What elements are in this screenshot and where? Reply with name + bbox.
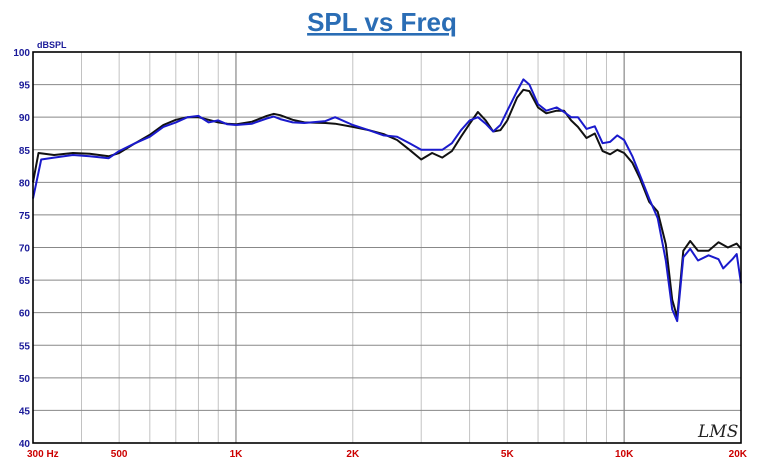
y-tick-label: 55 bbox=[19, 341, 31, 352]
y-tick-label: 40 bbox=[19, 439, 31, 450]
x-tick-label: 2K bbox=[346, 449, 360, 460]
x-tick-label: 20K bbox=[729, 449, 748, 460]
y-axis-label: dBSPL bbox=[37, 40, 67, 50]
y-tick-label: 70 bbox=[19, 244, 31, 255]
y-tick-label: 95 bbox=[19, 81, 31, 92]
y-tick-label: 75 bbox=[19, 211, 31, 222]
plot-grid bbox=[32, 51, 742, 444]
chart-title: SPL vs Freq bbox=[307, 7, 457, 37]
y-tick-label: 60 bbox=[19, 309, 31, 320]
x-tick-label: 5K bbox=[501, 449, 515, 460]
x-tick-labels: 300 Hz 500 1K 2K 5K 10K 20K bbox=[27, 449, 748, 460]
series-line-2 bbox=[32, 78, 742, 323]
y-tick-label: 45 bbox=[19, 406, 31, 417]
y-tick-label: 85 bbox=[19, 146, 31, 157]
y-tick-label: 90 bbox=[19, 113, 31, 124]
series-lines bbox=[32, 78, 742, 323]
x-tick-label: 300 Hz bbox=[27, 449, 59, 460]
y-tick-label: 50 bbox=[19, 374, 31, 385]
x-tick-label: 10K bbox=[615, 449, 634, 460]
x-tick-label: 1K bbox=[230, 449, 244, 460]
x-tick-label: 500 bbox=[111, 449, 128, 460]
plot-frame bbox=[32, 51, 742, 444]
series-line-1 bbox=[32, 88, 742, 319]
lms-watermark: LMS bbox=[697, 422, 738, 442]
y-tick-labels: 40 45 50 55 60 65 70 75 80 85 90 95 100 bbox=[13, 48, 30, 450]
y-tick-label: 65 bbox=[19, 276, 31, 287]
y-tick-label: 100 bbox=[13, 48, 30, 59]
y-tick-label: 80 bbox=[19, 178, 31, 189]
